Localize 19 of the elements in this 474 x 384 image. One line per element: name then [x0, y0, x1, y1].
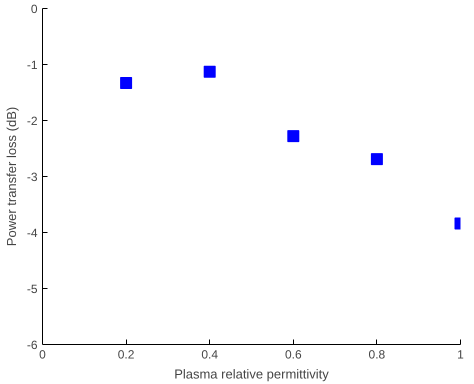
y-tick-label: -5: [26, 282, 38, 296]
x-tick-label: 0.4: [201, 348, 218, 362]
point: [204, 66, 216, 78]
y-tick-label: -6: [26, 338, 38, 352]
x-tick-label: 1: [457, 348, 464, 362]
y-tick-label: -4: [26, 226, 38, 240]
x-tick-label: 0.8: [368, 348, 386, 362]
x-tick-label: 0.6: [284, 348, 302, 362]
point: [287, 130, 300, 142]
y-axis-title: Power transfer loss (dB): [4, 106, 19, 246]
x-tick-label: 0: [39, 348, 46, 362]
point: [370, 153, 383, 166]
point: [120, 76, 132, 89]
x-tick-label: 0.2: [118, 348, 135, 362]
y-tick-label: -3: [26, 170, 38, 184]
y-tick-label: 0: [30, 2, 38, 16]
y-tick-label: -2: [26, 114, 38, 128]
x-axis-title: Plasma relative permittivity: [174, 366, 330, 382]
y-tick-label: -1: [26, 58, 38, 72]
